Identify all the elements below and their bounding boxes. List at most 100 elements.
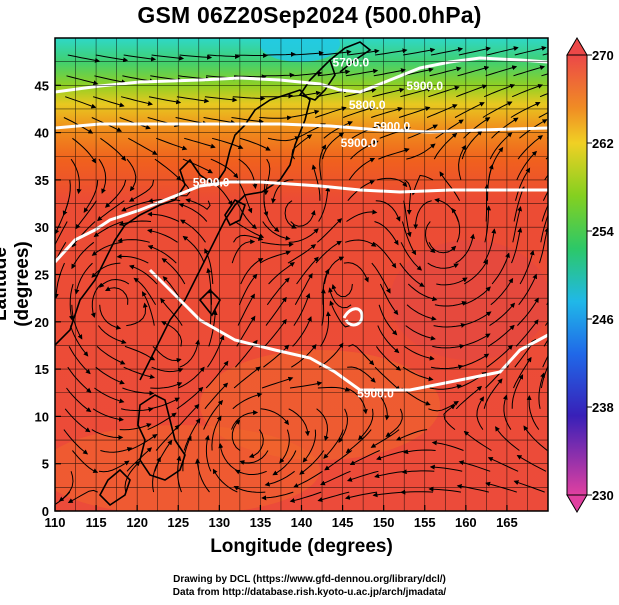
- streamline: [374, 366, 401, 391]
- streamline: [426, 104, 458, 118]
- streamline: [375, 346, 402, 371]
- streamline: [345, 239, 377, 247]
- streamline: [400, 242, 423, 271]
- streamline: [66, 75, 99, 86]
- streamline: [385, 408, 403, 437]
- streamline: [329, 300, 350, 328]
- streamline: [248, 429, 264, 458]
- streamline: [513, 356, 532, 389]
- x-tick-label: 155: [414, 515, 436, 530]
- streamline: [372, 491, 406, 498]
- streamline: [95, 366, 125, 385]
- streamline: [432, 344, 465, 349]
- streamline: [124, 460, 141, 493]
- streamline: [322, 268, 330, 305]
- colorbar-top-triangle: [566, 37, 588, 56]
- streamline: [240, 258, 264, 285]
- streamline: [98, 158, 107, 194]
- streamline: [379, 283, 399, 316]
- streamline: [151, 54, 185, 61]
- streamline: [378, 304, 398, 336]
- streamline: [182, 235, 205, 264]
- streamline: [119, 423, 152, 431]
- streamline: [311, 164, 321, 201]
- streamline: [513, 480, 545, 493]
- colorbar-tick-label: 270: [592, 48, 614, 63]
- streamline: [317, 491, 350, 502]
- streamline: [345, 387, 368, 415]
- streamline: [318, 186, 331, 222]
- streamline: [404, 179, 412, 215]
- streamline: [262, 221, 291, 241]
- colorbar: 270 262 254 246 238 230: [566, 37, 614, 513]
- streamline: [289, 228, 319, 243]
- y-tick-label: 15: [35, 362, 49, 377]
- streamline: [263, 344, 290, 368]
- streamline: [293, 470, 323, 488]
- streamline: [207, 54, 241, 60]
- streamline: [279, 429, 290, 464]
- x-tick-label: 125: [167, 515, 189, 530]
- streamline: [178, 366, 205, 389]
- streamline: [264, 318, 287, 347]
- streamline: [543, 338, 548, 347]
- streamline: [488, 146, 504, 180]
- streamline: [154, 439, 173, 472]
- streamline: [323, 429, 344, 459]
- streamline: [376, 177, 408, 188]
- streamline: [237, 293, 255, 326]
- streamline: [96, 346, 126, 365]
- streamline: [233, 485, 266, 493]
- colorbar-tick-label: 230: [592, 488, 614, 503]
- streamline: [456, 483, 489, 493]
- streamline: [65, 96, 97, 109]
- colorbar-bottom-triangle: [566, 494, 588, 513]
- streamline: [148, 397, 180, 410]
- streamline: [147, 211, 180, 222]
- streamline: [538, 372, 545, 409]
- y-tick-label: 40: [35, 126, 49, 141]
- streamline: [436, 277, 468, 286]
- streamline: [179, 339, 201, 368]
- field-shading: [55, 38, 548, 511]
- contour-label: 5900.0: [193, 176, 230, 190]
- streamline: [401, 469, 435, 475]
- streamline: [541, 203, 548, 222]
- streamline: [320, 470, 351, 486]
- streamline: [233, 234, 264, 243]
- streamline: [399, 262, 425, 287]
- streamline: [476, 396, 485, 430]
- streamline: [287, 244, 317, 264]
- streamline: [435, 119, 464, 139]
- streamline: [234, 221, 265, 239]
- grid-lines: [55, 38, 548, 511]
- streamline: [413, 200, 432, 230]
- streamline: [176, 96, 210, 104]
- streamline: [349, 450, 380, 465]
- streamline: [204, 434, 212, 472]
- x-tick-label: 120: [126, 515, 148, 530]
- streamline: [457, 65, 490, 77]
- streamline: [94, 75, 127, 85]
- colorbar-tick-label: 254: [592, 224, 614, 239]
- streamline: [99, 278, 130, 288]
- streamline: [299, 450, 325, 475]
- streamline: [463, 117, 491, 139]
- streamline: [372, 241, 397, 269]
- chart-title: GSM 06Z20Sep2024 (500.0hPa): [137, 2, 482, 28]
- streamline: [83, 179, 99, 213]
- streamline: [175, 403, 200, 430]
- streamline: [319, 49, 352, 56]
- streamline: [98, 460, 130, 473]
- y-tick-label: 25: [35, 268, 49, 283]
- streamline: [489, 132, 513, 160]
- x-axis: 110 115 120 125 130 135 140 145 150 155 160 165: [45, 505, 518, 530]
- streamline: [316, 408, 329, 442]
- streamline: [183, 418, 201, 451]
- streamline: [233, 366, 261, 389]
- streamline: [487, 324, 515, 347]
- streamline: [212, 468, 238, 493]
- streamline: [289, 491, 322, 503]
- streamline: [344, 491, 378, 500]
